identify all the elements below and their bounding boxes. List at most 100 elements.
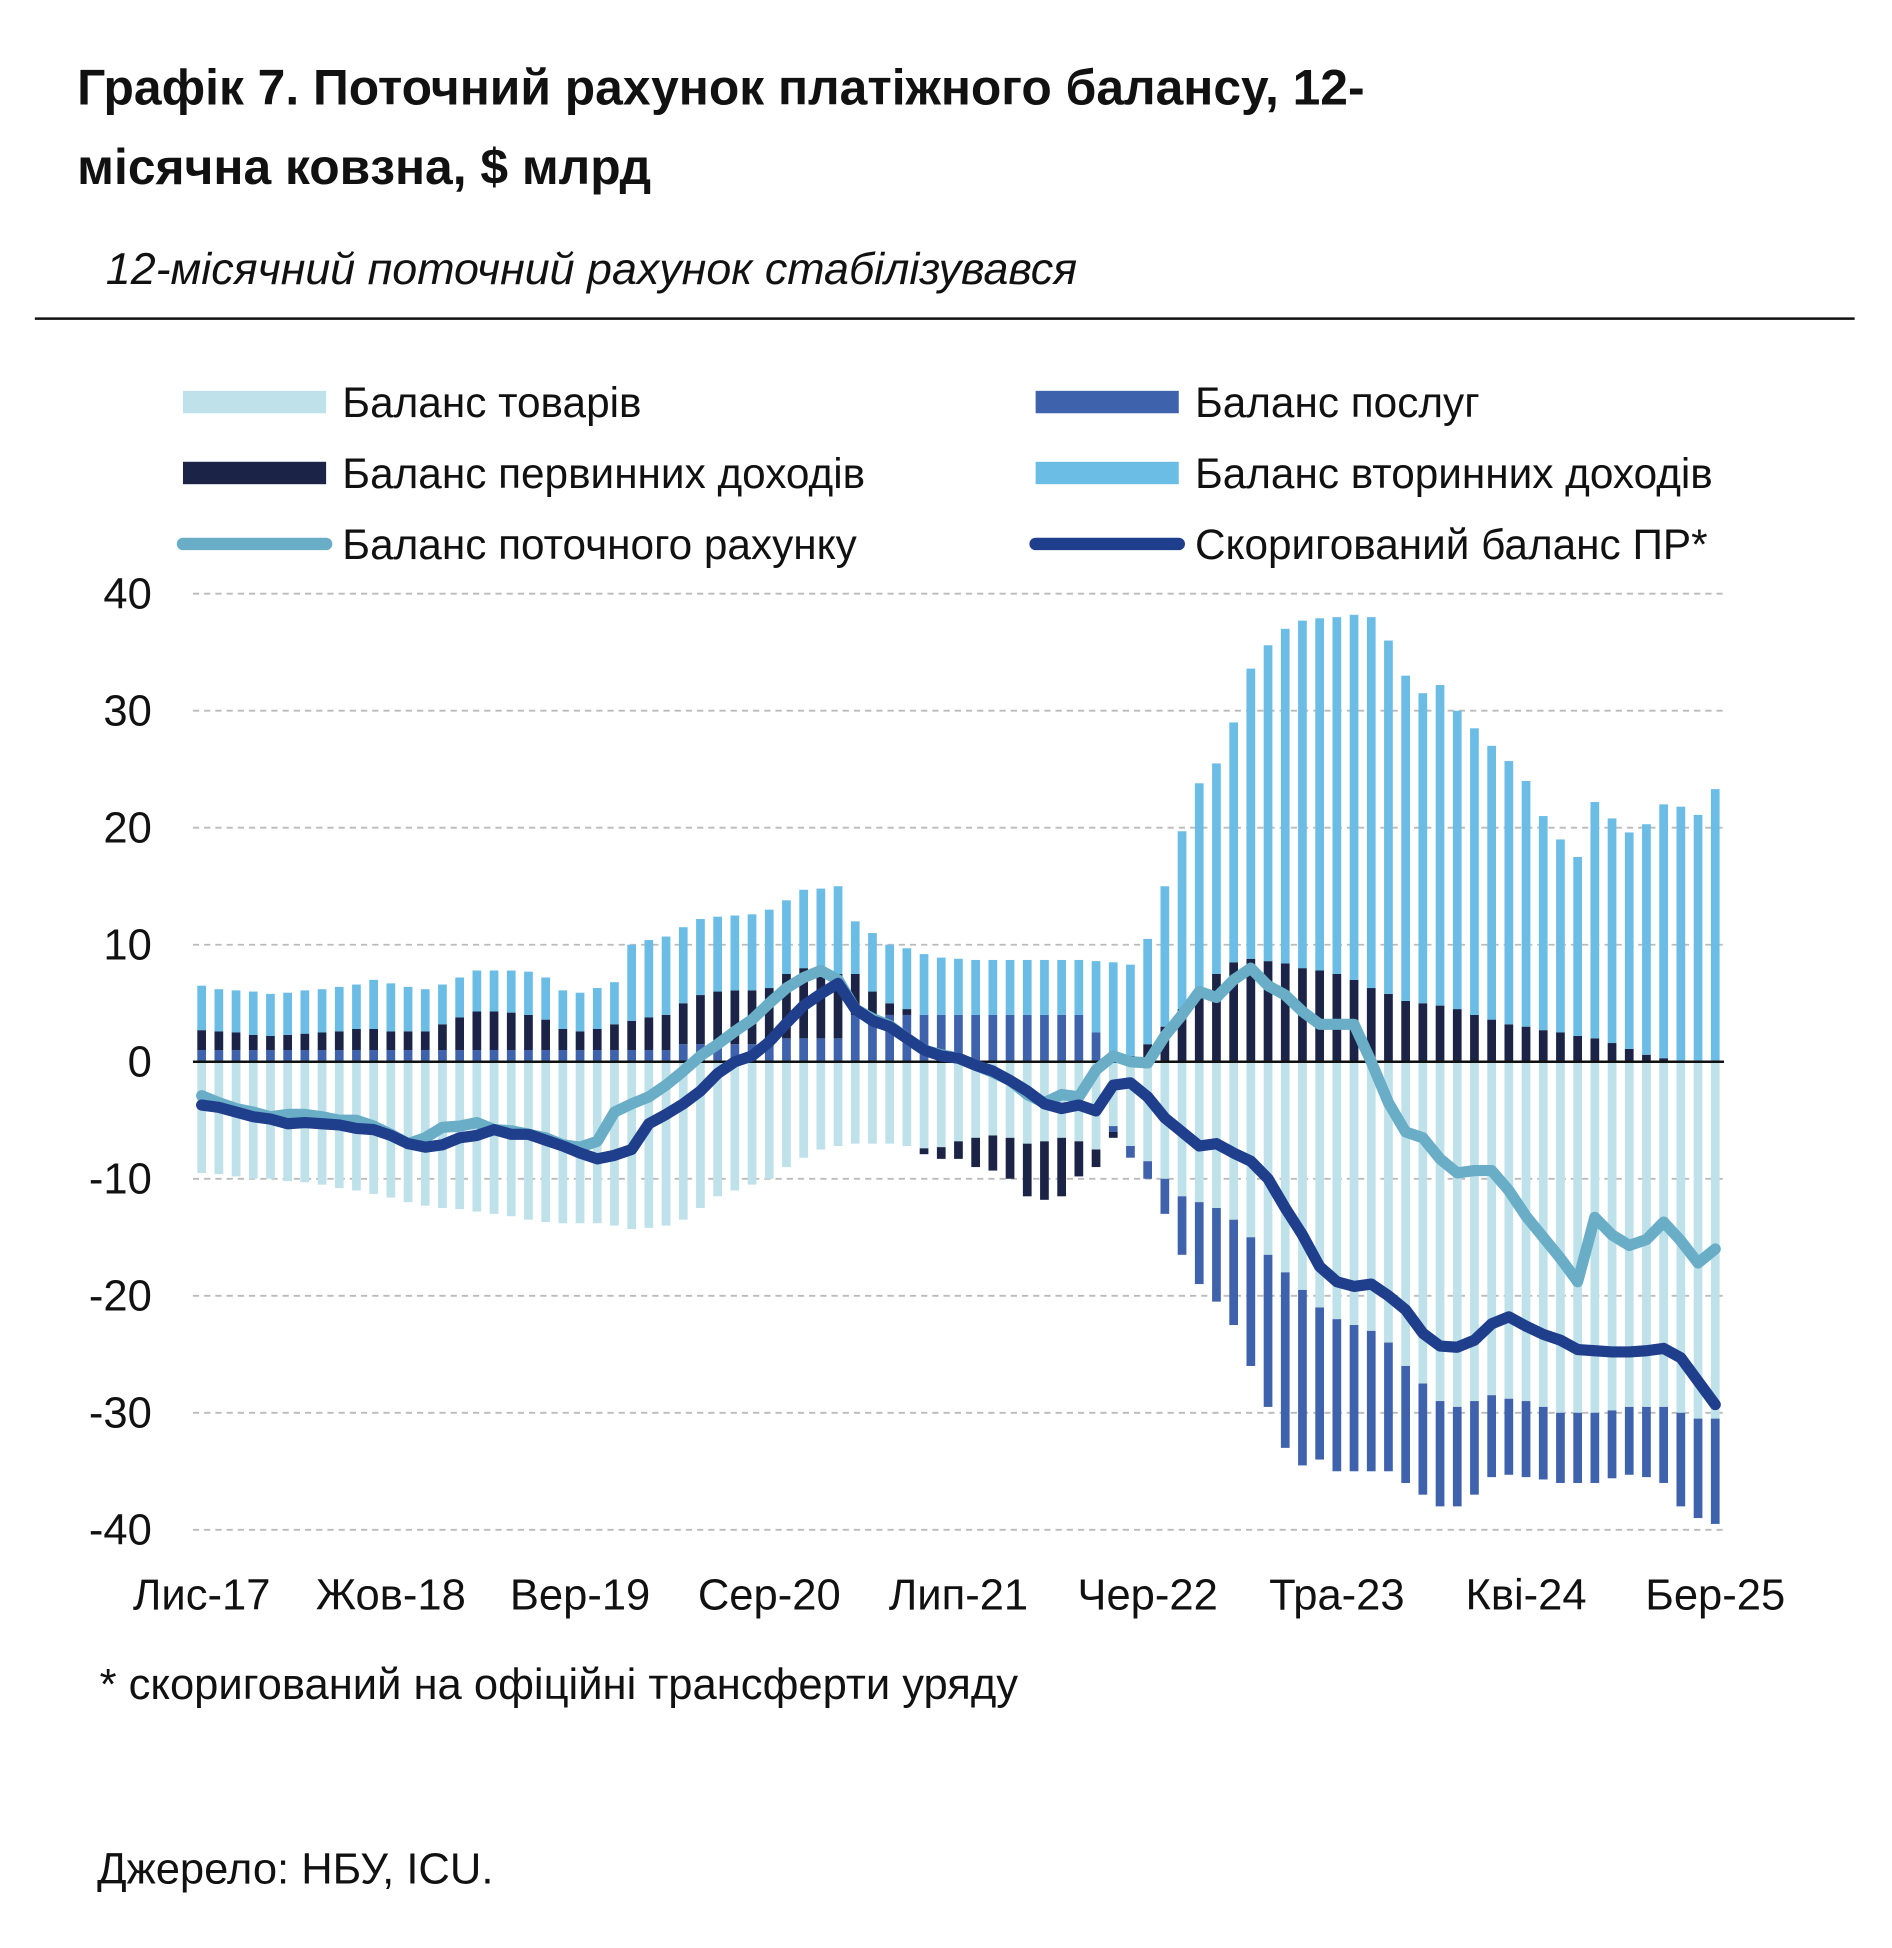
y-tick-label: 10 — [103, 922, 151, 970]
bar — [919, 1061, 929, 1149]
bar — [713, 916, 723, 992]
bar — [369, 1050, 379, 1062]
bar — [1538, 816, 1548, 1031]
legend-label: Баланс товарів — [342, 379, 641, 426]
bar — [1624, 1048, 1634, 1062]
bar — [747, 914, 757, 991]
footnote: * скоригований на офіційні трансферти ур… — [100, 1661, 1019, 1709]
bar — [1366, 617, 1376, 989]
bar — [1624, 832, 1634, 1049]
bar — [1607, 818, 1617, 1044]
bar — [592, 1028, 602, 1051]
bar — [1349, 1061, 1359, 1326]
bar — [1022, 959, 1032, 1015]
bar — [1108, 962, 1118, 1062]
bar — [782, 1038, 791, 1062]
bar — [300, 1050, 310, 1062]
bar — [1366, 988, 1376, 1062]
bar — [988, 1135, 998, 1171]
bar — [1676, 806, 1686, 1061]
bar — [1573, 1036, 1582, 1062]
bar — [1057, 959, 1067, 1015]
bar — [1212, 1208, 1221, 1302]
bar — [1538, 1406, 1548, 1480]
bar — [1659, 1406, 1668, 1483]
bar — [1074, 1014, 1084, 1062]
bar — [524, 1061, 533, 1220]
bar — [610, 1050, 619, 1062]
bar — [1263, 1061, 1273, 1255]
bar — [1194, 1202, 1204, 1285]
bar — [575, 992, 585, 1032]
source: Джерело: НБУ, ICU. — [97, 1845, 493, 1893]
bar — [283, 992, 293, 1035]
bar — [1487, 1019, 1497, 1062]
bar — [1177, 1196, 1187, 1255]
bar — [1315, 970, 1325, 1062]
bar — [868, 991, 877, 1015]
bar — [919, 1014, 929, 1062]
bar — [1022, 1143, 1032, 1197]
bar — [627, 1050, 637, 1062]
bar — [1487, 1395, 1497, 1478]
bar — [1332, 1319, 1342, 1472]
bar — [885, 1014, 895, 1062]
bar — [919, 1148, 929, 1155]
bar — [438, 1024, 447, 1051]
bar — [1470, 728, 1479, 1015]
bar — [1452, 710, 1462, 1010]
bar — [764, 1061, 774, 1179]
bar — [1693, 1418, 1703, 1519]
bar — [369, 1028, 379, 1051]
x-tick-label: Вер-19 — [510, 1571, 650, 1619]
bar — [1246, 668, 1256, 959]
bar — [1504, 1398, 1514, 1475]
line — [196, 977, 1721, 1411]
bar — [197, 1050, 207, 1062]
y-tick-label: 20 — [103, 805, 151, 853]
bar — [1470, 1061, 1479, 1402]
x-tick-label: Бер-25 — [1645, 1571, 1785, 1619]
bar — [1418, 1061, 1428, 1384]
bar — [1573, 1061, 1582, 1413]
bar — [1710, 789, 1720, 1062]
bar — [1659, 1061, 1668, 1407]
bar — [1091, 1149, 1101, 1168]
bar — [1556, 1061, 1565, 1413]
x-tick-label: Сер-20 — [698, 1571, 841, 1619]
legend-label: Скоригований баланс ПР* — [1195, 521, 1708, 568]
bar — [988, 1061, 998, 1136]
bar — [1332, 974, 1342, 1062]
bar — [661, 936, 671, 1015]
legend-swatch — [182, 461, 327, 485]
bar — [868, 1061, 877, 1144]
bar — [541, 1050, 551, 1062]
bar — [936, 1147, 946, 1159]
y-tick-label: -10 — [89, 1156, 152, 1204]
bar — [833, 1038, 843, 1062]
bar — [1607, 1043, 1617, 1062]
bar — [541, 1019, 551, 1051]
bar — [283, 1034, 293, 1051]
bar — [1022, 1014, 1032, 1062]
bar — [610, 1024, 619, 1051]
bar — [1091, 1032, 1101, 1062]
bar — [1401, 1365, 1411, 1483]
bar — [1573, 856, 1582, 1037]
bar — [1280, 963, 1290, 1062]
bar — [1143, 938, 1153, 1045]
bar — [1693, 1061, 1703, 1419]
bar — [524, 1050, 533, 1062]
bar — [1452, 1406, 1462, 1507]
bar — [885, 1061, 895, 1144]
bar — [1143, 1061, 1153, 1162]
bar — [764, 988, 774, 1045]
bar — [317, 1032, 327, 1051]
bar — [1246, 1061, 1256, 1238]
bar — [730, 1061, 740, 1191]
bar — [954, 1014, 963, 1062]
bar — [403, 986, 413, 1032]
bar — [678, 1061, 688, 1220]
bar — [1212, 763, 1221, 974]
bar — [1521, 1061, 1531, 1402]
